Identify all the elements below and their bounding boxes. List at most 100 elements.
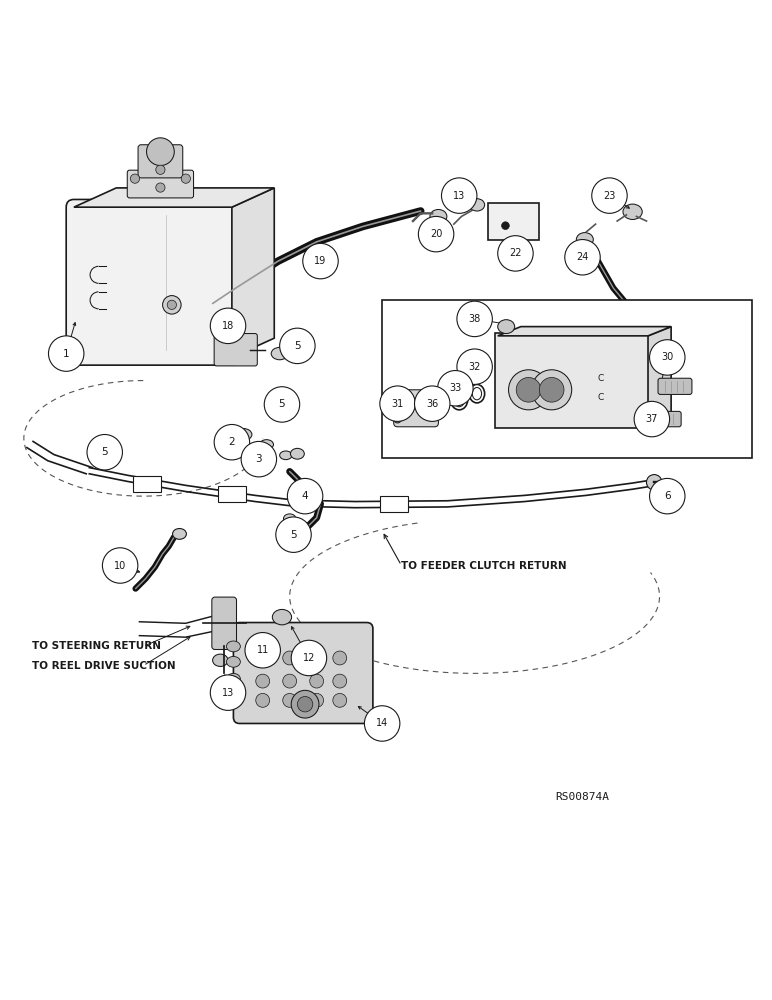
Circle shape [156, 165, 165, 174]
Circle shape [438, 371, 473, 406]
Circle shape [130, 174, 140, 183]
Circle shape [283, 693, 296, 707]
Circle shape [649, 340, 685, 375]
Ellipse shape [172, 529, 186, 539]
Ellipse shape [212, 654, 228, 666]
Circle shape [634, 401, 669, 437]
Circle shape [256, 651, 269, 665]
Text: 23: 23 [603, 191, 615, 201]
Circle shape [649, 478, 685, 514]
Text: 24: 24 [577, 252, 589, 262]
FancyBboxPatch shape [127, 170, 194, 198]
Ellipse shape [273, 609, 292, 625]
FancyBboxPatch shape [214, 334, 257, 366]
Ellipse shape [235, 429, 252, 440]
Polygon shape [648, 327, 671, 424]
Text: 14: 14 [376, 718, 388, 728]
Text: TO STEERING RETURN: TO STEERING RETURN [32, 641, 161, 651]
Ellipse shape [430, 209, 447, 223]
Text: TO FEEDER CLUTCH RETURN: TO FEEDER CLUTCH RETURN [401, 561, 567, 571]
Circle shape [457, 349, 493, 384]
Text: 6: 6 [664, 491, 671, 501]
Circle shape [457, 301, 493, 337]
Circle shape [241, 441, 276, 477]
Text: 5: 5 [101, 447, 108, 457]
Polygon shape [74, 188, 274, 207]
Text: TO REEL DRIVE SUCTION: TO REEL DRIVE SUCTION [32, 661, 175, 671]
Circle shape [415, 386, 450, 421]
Circle shape [303, 243, 338, 279]
Circle shape [291, 690, 319, 718]
Circle shape [210, 675, 245, 710]
Circle shape [87, 434, 123, 470]
Circle shape [256, 674, 269, 688]
Circle shape [380, 386, 415, 421]
Text: 32: 32 [469, 362, 481, 372]
Text: RS00874A: RS00874A [556, 792, 610, 802]
Circle shape [276, 517, 311, 552]
Text: 5: 5 [294, 341, 300, 351]
Circle shape [498, 236, 533, 271]
Text: 13: 13 [453, 191, 466, 201]
Bar [382, 300, 752, 458]
Bar [380, 496, 408, 512]
Ellipse shape [498, 320, 515, 334]
Circle shape [287, 478, 323, 514]
Circle shape [168, 300, 177, 309]
Circle shape [509, 370, 549, 410]
Circle shape [245, 633, 280, 668]
Ellipse shape [259, 440, 273, 449]
Circle shape [310, 674, 323, 688]
Text: 33: 33 [449, 383, 462, 393]
Circle shape [310, 693, 323, 707]
Ellipse shape [283, 514, 296, 523]
Circle shape [283, 651, 296, 665]
Circle shape [646, 475, 662, 490]
Text: 18: 18 [222, 321, 234, 331]
FancyBboxPatch shape [212, 597, 236, 649]
Text: 38: 38 [469, 314, 481, 324]
Text: 5: 5 [279, 399, 286, 409]
FancyBboxPatch shape [66, 199, 239, 365]
Circle shape [565, 240, 600, 275]
Text: 30: 30 [661, 352, 673, 362]
Circle shape [291, 640, 327, 676]
FancyBboxPatch shape [233, 623, 373, 723]
Ellipse shape [623, 204, 642, 219]
Circle shape [310, 651, 323, 665]
Ellipse shape [577, 233, 594, 246]
Ellipse shape [226, 656, 240, 667]
Polygon shape [498, 327, 671, 336]
Circle shape [502, 222, 510, 230]
FancyBboxPatch shape [138, 145, 183, 178]
Circle shape [592, 178, 627, 213]
Bar [489, 203, 539, 240]
Ellipse shape [290, 448, 304, 459]
Text: 11: 11 [256, 645, 269, 655]
FancyBboxPatch shape [394, 390, 438, 427]
Text: 2: 2 [229, 437, 235, 447]
Text: 36: 36 [426, 399, 438, 409]
Circle shape [49, 336, 84, 371]
Circle shape [333, 693, 347, 707]
Polygon shape [232, 188, 274, 357]
Circle shape [364, 706, 400, 741]
Circle shape [283, 674, 296, 688]
Ellipse shape [226, 641, 240, 652]
Ellipse shape [271, 347, 288, 360]
Circle shape [156, 183, 165, 192]
Text: 10: 10 [114, 561, 127, 571]
Ellipse shape [226, 673, 240, 684]
Text: 5: 5 [290, 530, 297, 540]
Circle shape [297, 697, 313, 712]
Text: 19: 19 [314, 256, 327, 266]
Text: 12: 12 [303, 653, 315, 663]
FancyBboxPatch shape [658, 378, 692, 394]
Text: 22: 22 [510, 248, 522, 258]
Circle shape [333, 651, 347, 665]
Ellipse shape [279, 451, 292, 460]
Text: 13: 13 [222, 688, 234, 698]
Text: 20: 20 [430, 229, 442, 239]
Circle shape [163, 296, 181, 314]
Text: 1: 1 [63, 349, 69, 359]
